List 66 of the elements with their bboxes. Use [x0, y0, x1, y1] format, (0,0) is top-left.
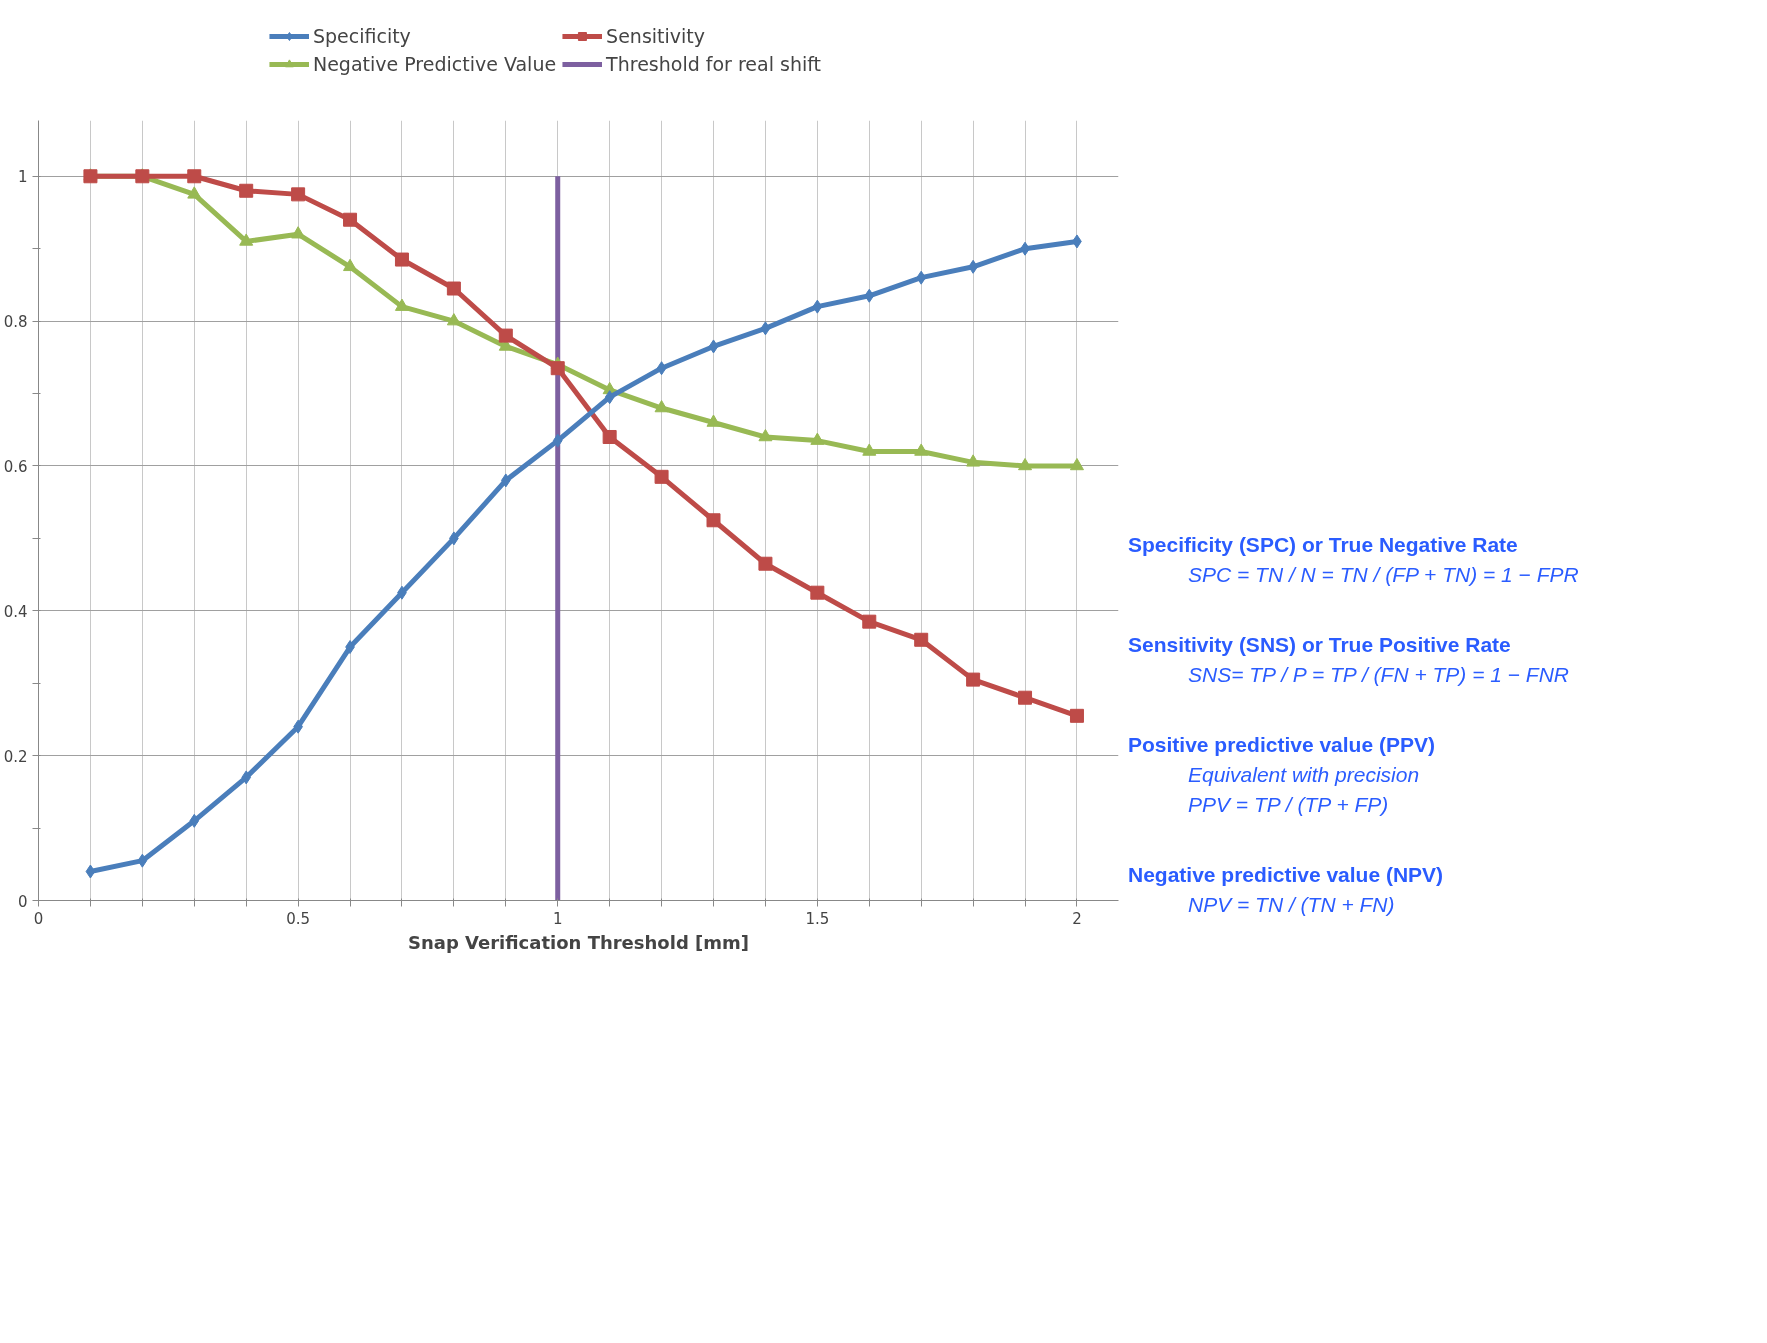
point [394, 298, 409, 311]
point [862, 443, 877, 456]
legend-label: Specificity [312, 25, 411, 47]
x-axis-title: Snap Verification Threshold [mm] [407, 931, 750, 953]
point [706, 414, 721, 427]
point [187, 186, 202, 199]
point [706, 513, 721, 528]
point [708, 339, 719, 354]
legend-label: Threshold for real shift [606, 53, 822, 75]
point [862, 614, 877, 629]
point [187, 169, 202, 184]
point [654, 469, 669, 484]
x-tick-label: 0.5 [286, 909, 311, 928]
point [85, 864, 96, 879]
point [446, 313, 461, 326]
point [500, 473, 511, 488]
point [291, 226, 306, 239]
point [343, 212, 358, 227]
x-tick-label: 0 [33, 909, 44, 928]
point [758, 428, 773, 442]
point [241, 770, 252, 785]
point [966, 454, 981, 467]
y-tick-label: 0.8 [3, 313, 28, 332]
point [446, 281, 461, 296]
y-tick-label: 0.2 [3, 747, 28, 766]
point [1018, 690, 1033, 705]
point [760, 321, 771, 336]
point [343, 258, 358, 272]
x-tick-label: 1.5 [805, 909, 830, 928]
point [604, 390, 615, 405]
point [916, 270, 927, 285]
x-tick-label: 2 [1072, 909, 1082, 928]
legend-label: Sensitivity [606, 25, 706, 47]
point [810, 585, 825, 600]
text: Negative predictive value (NPV) NPV = TN / (TN + FN) [1128, 862, 1445, 918]
point [1069, 708, 1084, 723]
text: Positive predictive value (PPV) Equivalent with precision PPV = TP / (TP + FP) [1128, 732, 1436, 818]
point [137, 853, 148, 868]
point [810, 432, 825, 445]
point [239, 233, 254, 246]
point [864, 288, 875, 303]
point [654, 400, 669, 413]
point [189, 813, 200, 828]
text: Sensitivity (SNS) or True Positive Rate SNS= TP / P = TP / (FN + TP) = 1 − FNR [1128, 632, 1570, 688]
text: Specificity (SPC) or True Negative Rate SPC = TN / N = TN / (FP + TN) = 1 − FPR [1128, 532, 1579, 588]
point [498, 328, 513, 343]
point [966, 672, 981, 687]
y-tick-label: 0.4 [3, 602, 28, 621]
point [550, 361, 565, 376]
point [914, 632, 929, 647]
point [239, 183, 254, 198]
point [394, 252, 409, 267]
point [1069, 457, 1084, 471]
point [552, 433, 563, 448]
point [914, 443, 929, 456]
legend-label: Negative Predictive Value [312, 53, 557, 75]
y-tick-label: 0.6 [3, 457, 28, 476]
point [656, 361, 667, 376]
point [602, 429, 617, 444]
point [1018, 457, 1033, 471]
x-tick-label: 1 [552, 909, 563, 928]
y-tick-label: 0 [17, 892, 28, 911]
point [812, 299, 823, 314]
point [758, 556, 773, 571]
y-tick-label: 1 [17, 168, 28, 187]
point [291, 187, 306, 202]
